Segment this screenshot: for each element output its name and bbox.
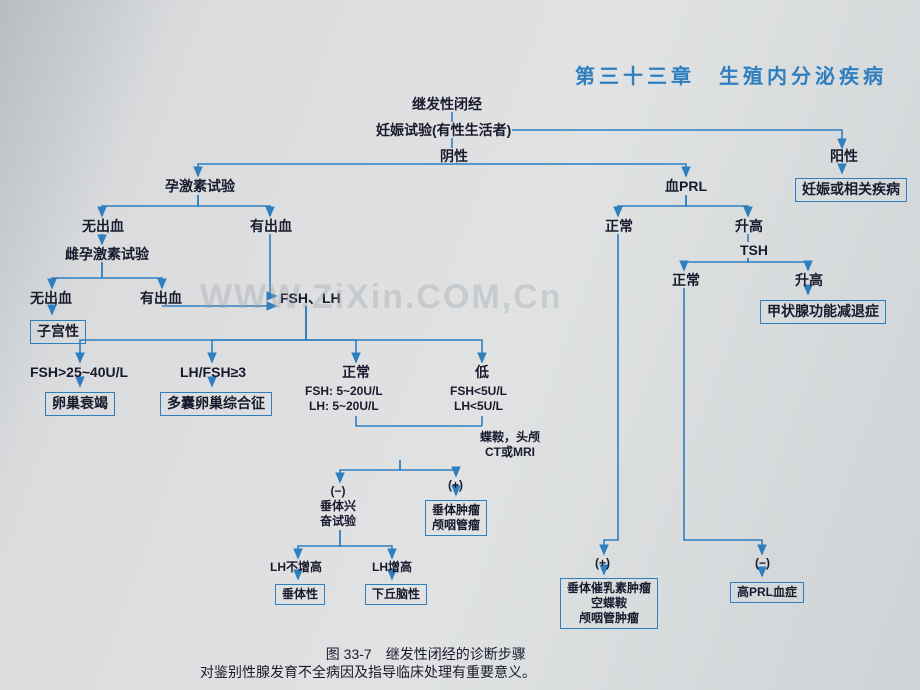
watermark-span: WWW.ZiXin.COM,Cn	[200, 278, 563, 316]
chapter-title: 第三十三章 生殖内分泌疾病	[575, 60, 887, 89]
node-n15: 有出血	[140, 290, 182, 308]
footnote-text: 对鉴别性腺发育不全病因及指导临床处理有重要意义。	[200, 662, 536, 682]
node-n21: FSH>25~40U/L	[30, 364, 128, 382]
node-n11: 升高	[735, 218, 763, 236]
node-n8: 无出血	[82, 218, 124, 236]
node-n18: 升高	[795, 272, 823, 290]
node-n10: 正常	[605, 218, 633, 236]
node-n16: FSH、LH	[280, 290, 341, 308]
node-n2: 妊娠试验(有性生活者)	[376, 122, 511, 140]
node-n20: 甲状腺功能减退症	[760, 300, 886, 324]
node-n12: 雌孕激素试验	[65, 246, 149, 264]
node-n5: 妊娠或相关疾病	[795, 178, 907, 202]
node-n3: 阴性	[440, 148, 468, 166]
node-n29: 蝶鞍，头颅 CT或MRI	[480, 430, 540, 460]
watermark-text: WWW.ZiXin.COM,Cn	[200, 278, 563, 317]
node-n19: 子宫性	[30, 320, 86, 344]
node-n24: 低	[475, 364, 489, 382]
node-n31: (+)	[448, 478, 463, 493]
page-root: { "colors": { "title": "#2f7fbf", "text"…	[0, 0, 920, 690]
figure-caption-text: 图 33-7 继发性闭经的诊断步骤	[326, 646, 526, 662]
node-n33: LH不增高	[270, 560, 322, 575]
node-n36: 下丘脑性	[365, 584, 427, 605]
node-n23: 正常	[342, 364, 370, 382]
node-n9: 有出血	[250, 218, 292, 236]
node-n35: 垂体性	[275, 584, 325, 605]
node-n13: TSH	[740, 242, 768, 260]
node-n7: 血PRL	[665, 178, 707, 196]
node-n22: LH/FSH≥3	[180, 364, 246, 382]
node-n32: 垂体肿瘤 颅咽管瘤	[425, 500, 487, 536]
node-n25: 卵巢衰竭	[45, 392, 115, 416]
figure-caption: 图 33-7 继发性闭经的诊断步骤	[318, 628, 526, 663]
node-n6: 孕激素试验	[165, 178, 235, 196]
chapter-title-text: 第三十三章 生殖内分泌疾病	[575, 66, 887, 88]
node-n39: 垂体催乳素肿瘤 空蝶鞍 颅咽管肿瘤	[560, 578, 658, 629]
node-n26: 多囊卵巢综合征	[160, 392, 272, 416]
node-n28: FSH<5U/L LH<5U/L	[450, 384, 507, 414]
node-n38: (−)	[755, 556, 770, 571]
node-n1: 继发性闭经	[412, 96, 482, 114]
node-n17: 正常	[672, 272, 700, 290]
node-n14: 无出血	[30, 290, 72, 308]
node-n37: (+)	[595, 556, 610, 571]
footnote-span: 对鉴别性腺发育不全病因及指导临床处理有重要意义。	[200, 664, 536, 680]
node-n4: 阳性	[830, 148, 858, 166]
node-n27: FSH: 5~20U/L LH: 5~20U/L	[305, 384, 383, 414]
node-n40: 高PRL血症	[730, 582, 804, 603]
node-n30: (−) 垂体兴 奋试验	[320, 484, 356, 529]
node-n34: LH增高	[372, 560, 412, 575]
